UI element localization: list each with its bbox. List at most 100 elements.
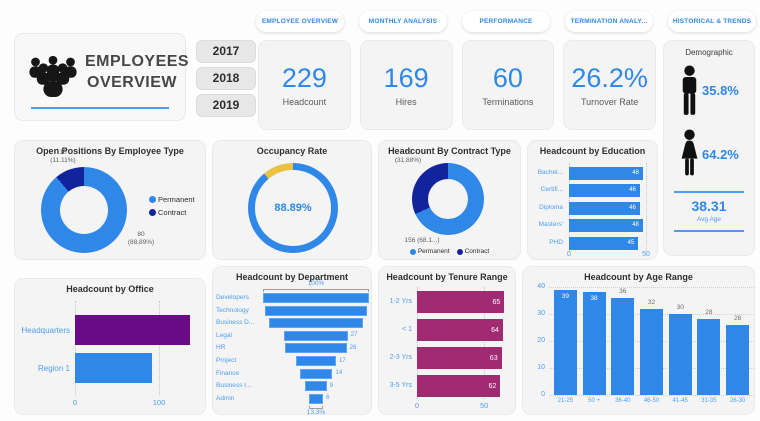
category-label: Technology xyxy=(216,306,249,314)
bar-age-31-35[interactable] xyxy=(697,319,721,395)
kpi-card-hires: 169 Hires xyxy=(359,40,453,130)
title-card: EMPLOYEES OVERVIEW xyxy=(14,33,190,121)
category-label: Bachel... xyxy=(537,169,563,176)
x-axis-tick-label: 50 + xyxy=(588,398,600,404)
bar-value-label: 48 xyxy=(632,222,639,229)
year-filter-2019[interactable]: 2019 xyxy=(196,94,256,117)
bar-age-50-+[interactable] xyxy=(582,292,606,395)
chart-body: 73 (31.88%) 156 (68.1...) Permanent Contract xyxy=(379,141,520,259)
female-icon xyxy=(681,129,698,176)
bar-diploma[interactable] xyxy=(569,201,640,215)
category-label: 3-5 Yrs xyxy=(389,381,412,389)
year-filter-2018[interactable]: 2018 xyxy=(196,67,256,90)
bar-2-3-yrs[interactable] xyxy=(417,347,502,369)
bar-value-label: 27 xyxy=(350,332,358,339)
male-icon xyxy=(682,65,697,115)
legend: Permanent Contract xyxy=(379,248,520,255)
donut-hole xyxy=(255,170,331,246)
bar-value-label: 39 xyxy=(561,292,569,300)
chart-title: Headcount by Tenure Range xyxy=(386,272,508,282)
bar-phd[interactable] xyxy=(569,236,639,250)
bar-value-label: 28 xyxy=(705,309,713,317)
donut-point-label: 73 (31.88%) xyxy=(394,149,422,165)
bar-certifi-[interactable] xyxy=(569,184,640,198)
year-filter-2017[interactable]: 2017 xyxy=(196,40,256,63)
funnel-bar-admin[interactable] xyxy=(308,393,324,404)
kpi-label: Terminations xyxy=(482,97,534,107)
chart-headcount-by-contract-type: Headcount By Contract Type 73 (31.88%) 156… xyxy=(378,140,521,260)
chart-body: 0 50 1-2 Yrs 65 < 1 64 2-3 Yrs 63 3-5 Yrs 62 xyxy=(379,267,515,414)
x-axis-tick-label: 31-35 xyxy=(701,398,717,404)
kpi-label: Turnover Rate xyxy=(581,97,639,107)
funnel-bar-project[interactable] xyxy=(295,356,336,366)
legend-item-contract[interactable]: Contract xyxy=(456,248,489,255)
chart-body: 0 50 Bachel... 48 Certifi... 46 Diploma 46 Maste… xyxy=(528,141,657,259)
bar-value-label: 64 xyxy=(491,326,499,334)
legend-dot xyxy=(456,248,463,255)
chart-body: 88.89% xyxy=(213,141,371,259)
legend-dot xyxy=(409,248,416,255)
legend-item-contract[interactable]: Contract xyxy=(149,208,186,217)
category-label: Headquarters xyxy=(21,325,70,335)
legend-item-permanent[interactable]: Permanent xyxy=(149,195,195,204)
gridline xyxy=(159,301,160,395)
bar-value-label: 6 xyxy=(326,395,330,402)
bar-headquarters[interactable] xyxy=(75,315,191,345)
bar-value-label: 30 xyxy=(676,304,684,311)
page-title: EMPLOYEES OVERVIEW xyxy=(85,53,190,91)
nav-tab-monthly-analysis[interactable]: MONTHLY ANALYSIS xyxy=(359,11,447,32)
funnel-bar-business-d-[interactable] xyxy=(268,318,364,329)
bar-bachel-[interactable] xyxy=(569,167,643,180)
funnel-bar-legal[interactable] xyxy=(284,330,348,341)
avg-age-label: Avg Age xyxy=(696,216,722,223)
nav-tab-employee-overview[interactable]: EMPLOYEE OVERVIEW xyxy=(256,11,344,32)
legend-item-permanent[interactable]: Permanent xyxy=(409,248,450,255)
funnel-bar-developers[interactable] xyxy=(263,293,369,303)
chart-title: Headcount by Age Range xyxy=(584,272,693,282)
funnel-bar-technology[interactable] xyxy=(265,305,367,316)
bar-value-label: 36 xyxy=(619,287,627,295)
kpi-card-turnover-rate: 26.2% Turnover Rate xyxy=(563,40,656,130)
nav-tab-bar: EMPLOYEE OVERVIEW MONTHLY ANALYSIS PERFORM… xyxy=(256,11,756,32)
bar-age-36-40[interactable] xyxy=(611,297,635,395)
demographic-title: Demographic xyxy=(685,48,733,57)
gridline xyxy=(549,287,754,288)
x-axis-tick-label: 26-30 xyxy=(729,398,746,404)
nav-tab-historical-trends[interactable]: HISTORICAL & TRENDS xyxy=(668,11,756,32)
kpi-card-headcount: 229 Headcount xyxy=(258,40,351,130)
bar-1-2-yrs[interactable] xyxy=(417,291,505,313)
donut[interactable] xyxy=(412,163,484,235)
chart-body: 10 (11.11%) 80 (88.89%) Permanent Contract xyxy=(15,141,205,259)
bar-age-26-30[interactable] xyxy=(726,324,750,395)
donut[interactable] xyxy=(41,167,127,253)
donut[interactable]: 88.89% xyxy=(248,163,338,253)
bar-age-21-25[interactable] xyxy=(553,289,577,395)
chart-headcount-by-tenure-range: Headcount by Tenure Range 0 50 1-2 Yrs 65 < … xyxy=(378,266,516,415)
category-label: Business I... xyxy=(216,382,252,390)
funnel-bar-hr[interactable] xyxy=(285,343,347,354)
funnel-bar-finance[interactable] xyxy=(299,368,333,379)
bar--1[interactable] xyxy=(417,319,503,341)
donut-point-label: 156 (68.1...) xyxy=(404,237,440,244)
chart-body: 0 10 20 30 40 39 21-25 38 50 + 36 36-40 32 46-50 30 41… xyxy=(523,267,754,414)
chart-title: Headcount by Department xyxy=(235,272,349,282)
chart-occupancy-rate: Occupancy Rate 88.89% xyxy=(212,140,372,260)
category-label: Certifi... xyxy=(540,186,563,194)
gridline xyxy=(417,287,418,399)
bar-region-1[interactable] xyxy=(75,353,153,383)
chart-title: Headcount by Office xyxy=(66,284,154,294)
avg-age-value: 38.31 xyxy=(691,198,727,214)
bar-masters-[interactable] xyxy=(569,219,643,233)
bar-3-5-yrs[interactable] xyxy=(417,375,501,397)
y-axis-tick-label: 0 xyxy=(541,391,545,398)
kpi-row: 229 Headcount 169 Hires 60 Terminations 26.2% T… xyxy=(258,40,656,130)
bar-value-label: 26 xyxy=(734,314,742,322)
bar-age-46-50[interactable] xyxy=(640,308,663,395)
nav-tab-performance[interactable]: PERFORMANCE xyxy=(462,11,550,32)
funnel-bar-business-i-[interactable] xyxy=(305,381,327,392)
bar-value-label: 62 xyxy=(488,382,497,390)
male-percentage: 35.8% xyxy=(702,83,739,98)
bar-age-41-45[interactable] xyxy=(668,314,692,395)
chart-body: 100% Developers Technology Business D... Leg… xyxy=(213,267,371,416)
nav-tab-termination-analy[interactable]: TERMINATION ANALY... xyxy=(565,11,653,32)
